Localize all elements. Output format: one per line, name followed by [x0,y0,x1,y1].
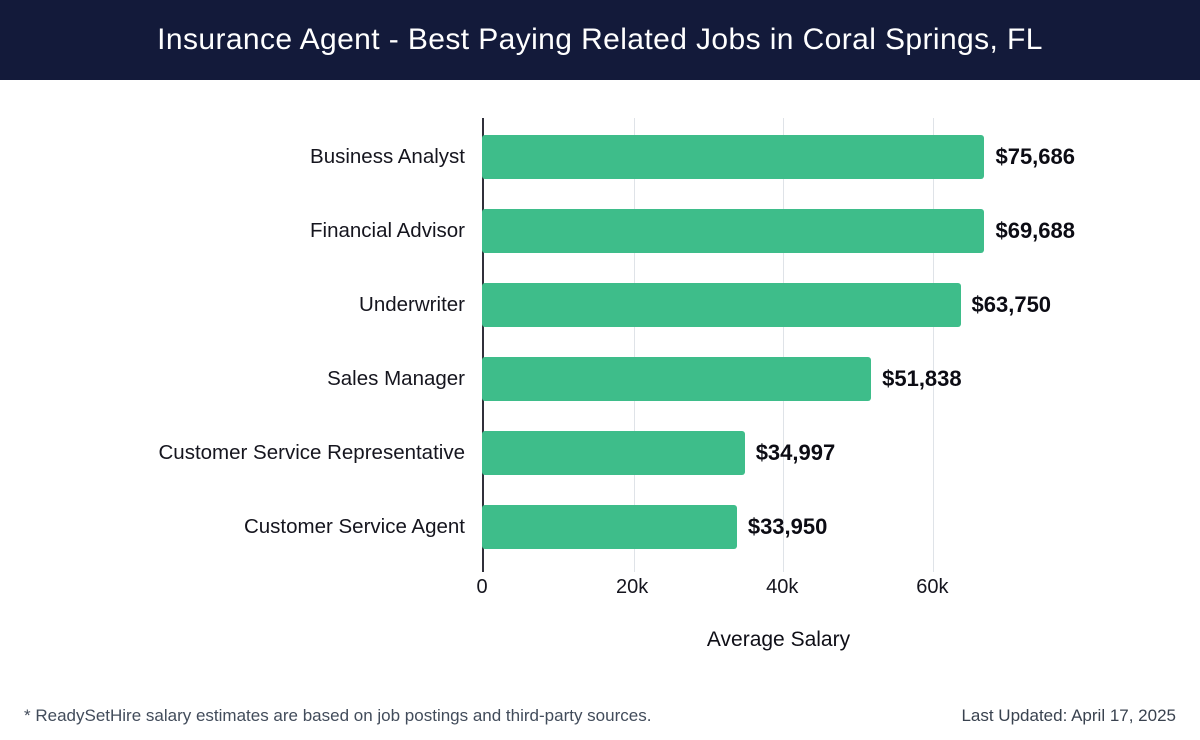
source-note: * ReadySetHire salary estimates are base… [24,706,652,725]
last-updated: Last Updated: April 17, 2025 [961,706,1176,725]
bar-track: $51,838 [482,357,1075,401]
x-tick-label: 0 [476,576,488,598]
value-label: $63,750 [971,292,1052,317]
value-label: $34,997 [755,440,836,465]
category-label: Customer Service Agent [243,515,465,538]
gridline [633,118,635,572]
bar [482,283,961,327]
gridlines [482,118,1075,572]
value-label: $69,688 [995,218,1075,243]
bar-track: $63,750 [482,283,1075,327]
footer: * ReadySetHire salary estimates are base… [0,706,1200,726]
bar-track: $69,688 [482,209,1075,253]
chart-row: Sales Manager $51,838 [0,342,1200,416]
bar-track: $34,997 [482,431,1075,475]
category-label: Underwriter [359,293,465,316]
bar-track: $75,686 [482,135,1075,179]
category-label: Customer Service Representative [158,441,466,464]
bar-rows: Business Analyst $75,686 Financial Advisor… [0,120,1200,564]
x-axis: 0 20k 40k 60k [0,576,1200,602]
x-tick-label: 40k [766,576,799,598]
category-label: Financial Advisor [310,219,465,242]
chart-row: Business Analyst $75,686 [0,120,1200,194]
plot-region: Business Analyst $75,686 Financial Advisor… [0,118,1200,572]
bar-chart: Business Analyst $75,686 Financial Advisor… [0,118,1200,652]
category-label: Sales Manager [327,367,465,390]
x-tick-label: 20k [616,576,649,598]
bar [482,431,745,475]
bar [482,357,872,401]
x-axis-title: Average Salary [706,628,851,651]
chart-row: Customer Service Representative $34,997 [0,416,1200,490]
value-label: $75,686 [995,144,1075,169]
chart-row: Customer Service Agent $33,950 [0,490,1200,564]
value-label: $51,838 [882,366,962,391]
x-axis-ticks: 0 20k 40k 60k [476,576,1075,602]
bar [482,209,985,253]
chart-row: Underwriter $63,750 [0,268,1200,342]
category-label: Business Analyst [310,145,465,168]
title-banner: Insurance Agent - Best Paying Related Jo… [0,0,1200,80]
page-title: Insurance Agent - Best Paying Related Jo… [157,23,1043,56]
gridline [932,118,934,572]
gridline [783,118,785,572]
bar [482,135,985,179]
bar-track: $33,950 [482,505,1075,549]
value-label: $33,950 [747,514,828,539]
x-tick-label: 60k [916,576,949,598]
bar [482,505,737,549]
chart-row: Financial Advisor $69,688 [0,194,1200,268]
